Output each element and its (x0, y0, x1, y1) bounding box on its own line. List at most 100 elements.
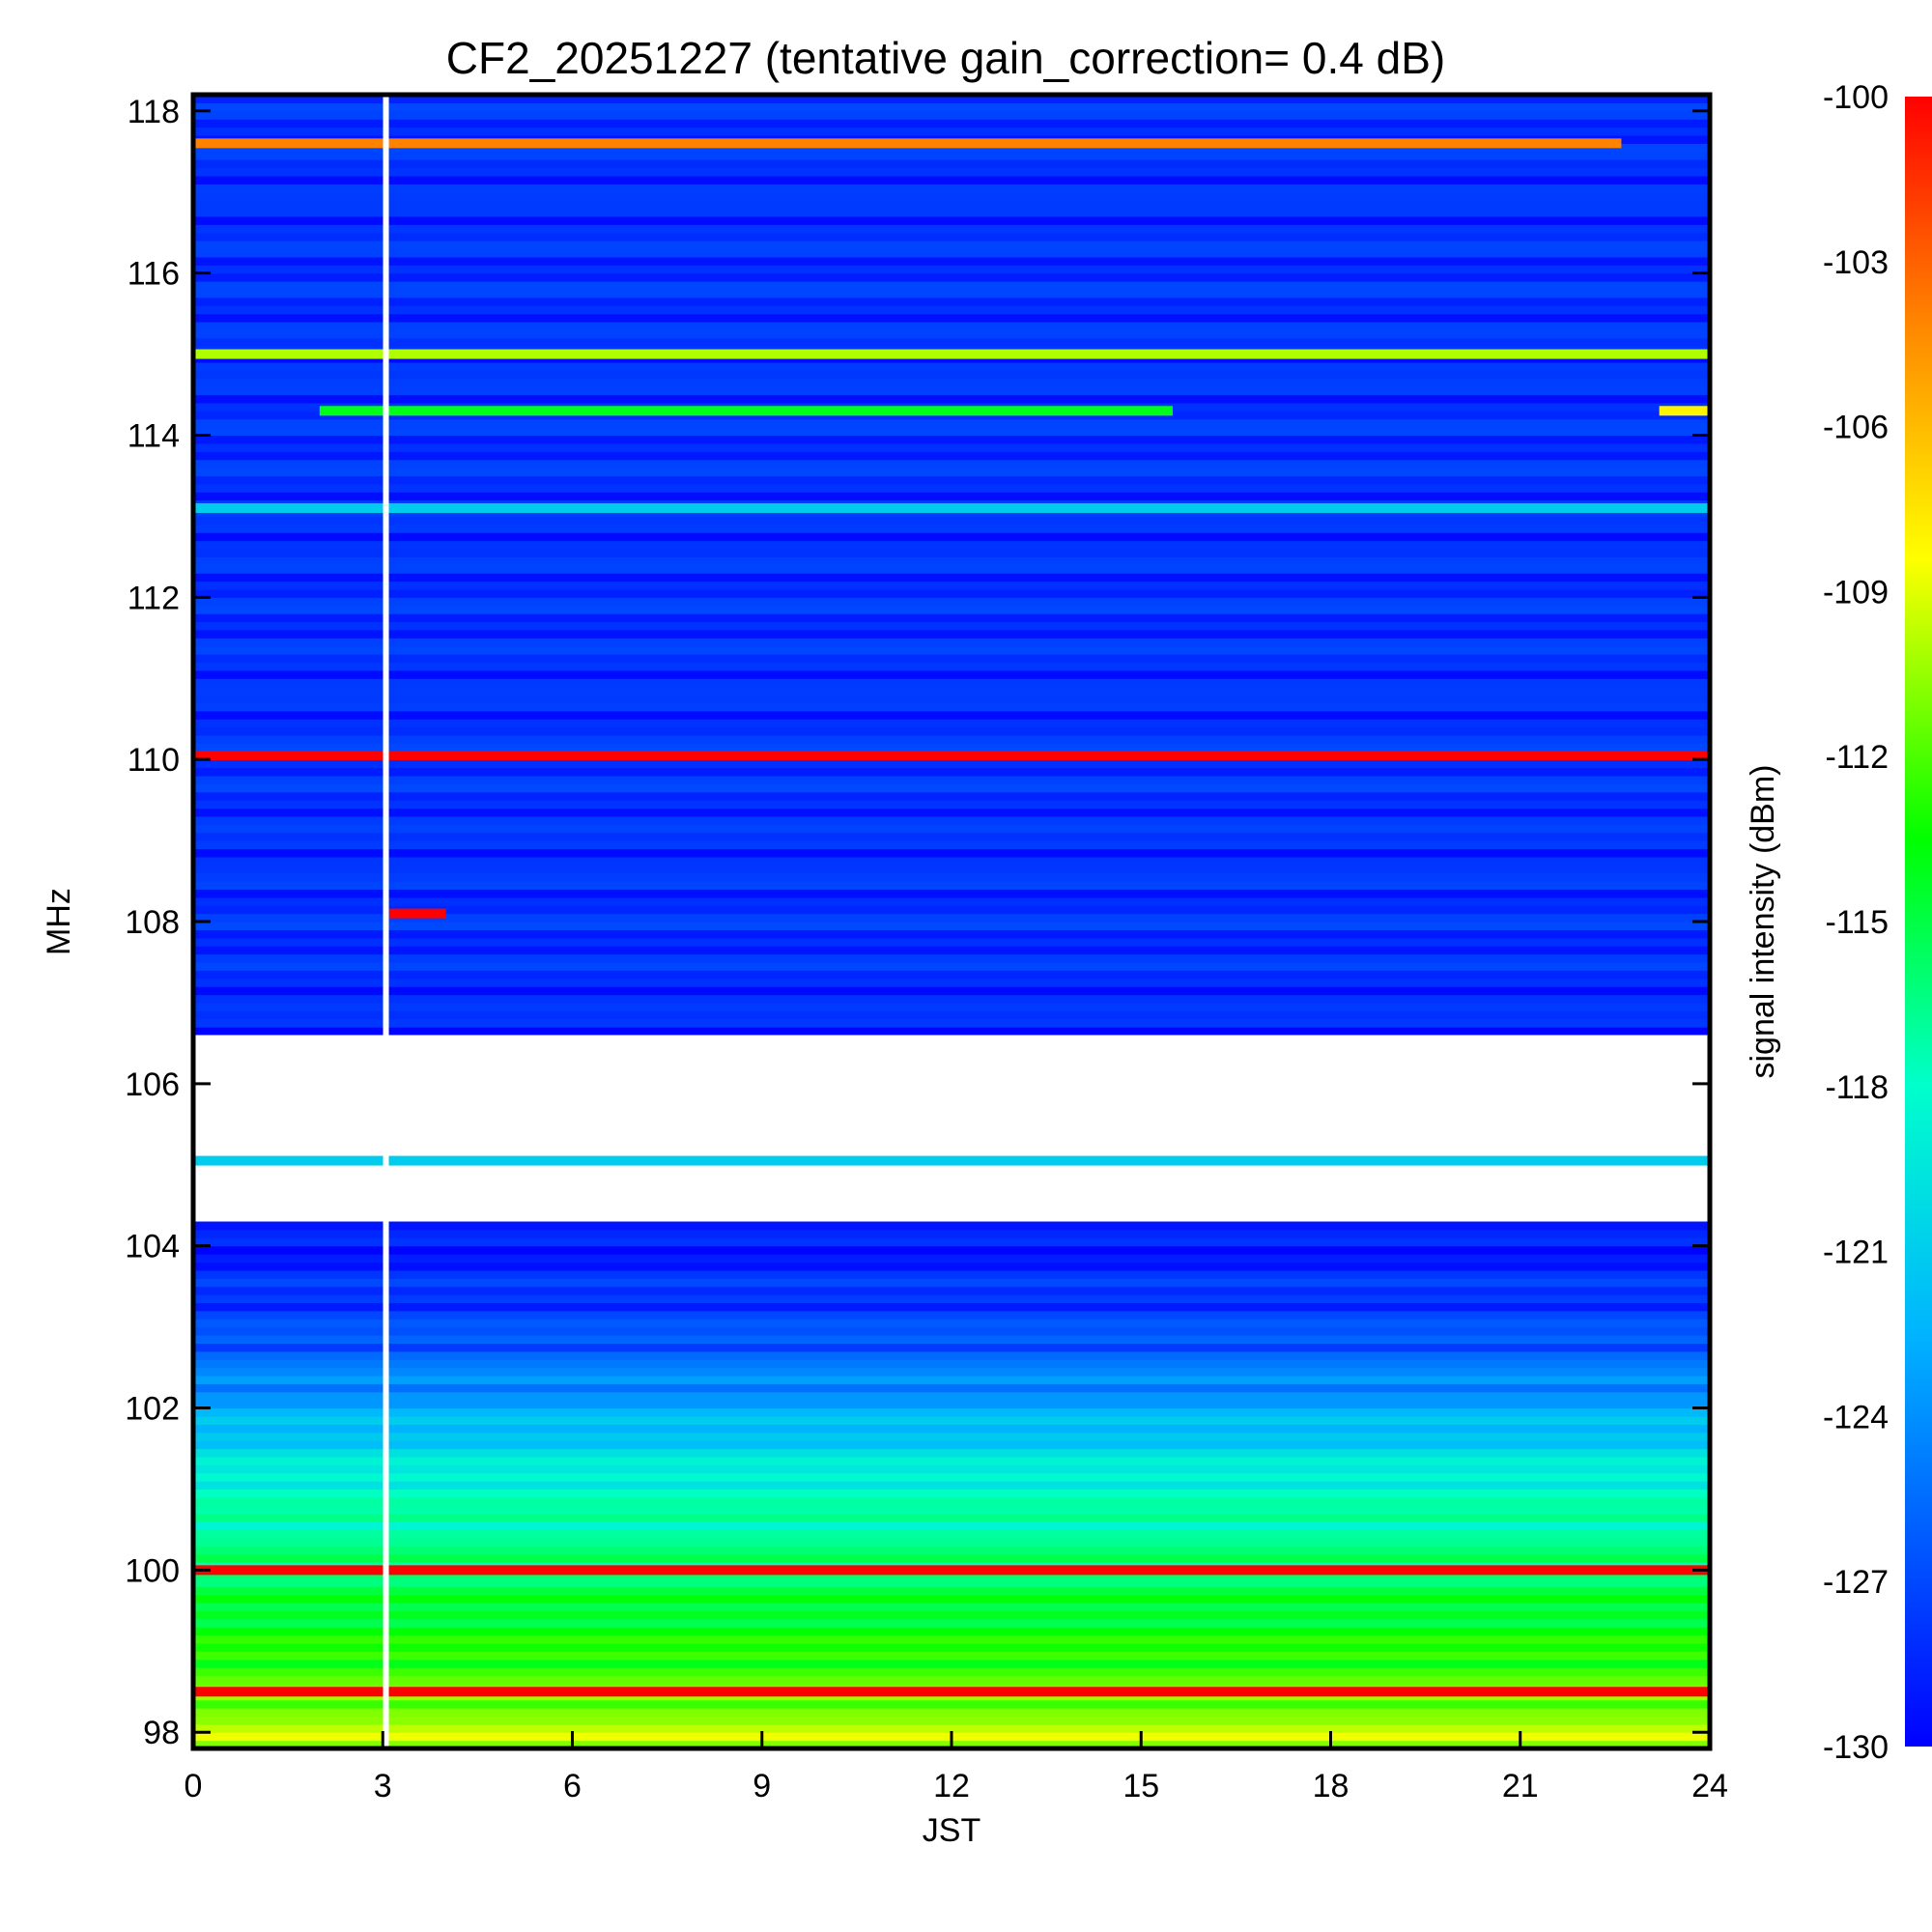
heatmap-row (193, 1505, 1710, 1515)
heatmap-row (193, 865, 1710, 874)
heatmap-row (193, 1513, 1710, 1522)
y-tick-label: 118 (128, 94, 180, 130)
y-tick-label: 108 (125, 904, 180, 941)
heatmap-row (193, 248, 1710, 258)
heatmap-row (193, 848, 1710, 858)
heatmap-row (193, 872, 1710, 882)
heatmap-row (193, 1699, 1710, 1709)
colorbar-tick-label: -112 (1825, 739, 1889, 776)
signal-line (193, 1155, 1710, 1166)
heatmap-row (193, 1651, 1710, 1661)
heatmap-row (193, 856, 1710, 866)
heatmap-row (193, 337, 1710, 347)
x-tick-label: 0 (185, 1768, 203, 1804)
x-tick-label: 24 (1691, 1768, 1728, 1804)
heatmap-row (193, 896, 1710, 906)
heatmap-row (193, 669, 1710, 679)
heatmap-row (193, 605, 1710, 614)
heatmap-row (193, 232, 1710, 242)
colorbar-tick-label: -115 (1825, 904, 1889, 941)
heatmap-row (193, 1537, 1710, 1547)
heatmap-row (193, 767, 1710, 777)
heatmap-row (193, 613, 1710, 623)
heatmap-row (193, 313, 1710, 323)
y-tick-label: 112 (128, 580, 180, 616)
colorbar-tick-label: -130 (1823, 1729, 1889, 1766)
signal-line (193, 1565, 1710, 1576)
heatmap-row (193, 1278, 1710, 1288)
heatmap-row (193, 281, 1710, 291)
heatmap-row (193, 483, 1710, 493)
heatmap-row (193, 1335, 1710, 1344)
heatmap-row (193, 329, 1710, 339)
heatmap-row (193, 808, 1710, 817)
heatmap-row (193, 297, 1710, 306)
heatmap-row (193, 1594, 1710, 1604)
heatmap-row (193, 662, 1710, 671)
heatmap-row (193, 1610, 1710, 1620)
heatmap-row (193, 1529, 1710, 1539)
heatmap-row (193, 1269, 1710, 1279)
heatmap-row (193, 1415, 1710, 1425)
heatmap-row (193, 905, 1710, 915)
heatmap-row (193, 1472, 1710, 1482)
heatmap-row (193, 1262, 1710, 1271)
heatmap-row (193, 695, 1710, 704)
heatmap-row (193, 791, 1710, 801)
heatmap-row (193, 1319, 1710, 1328)
heatmap-row (193, 702, 1710, 712)
heatmap-row (193, 840, 1710, 850)
heatmap-row (193, 1310, 1710, 1320)
heatmap-row (193, 548, 1710, 557)
heatmap-row (193, 1659, 1710, 1668)
heatmap-row (193, 289, 1710, 298)
heatmap-row (193, 564, 1710, 574)
heatmap-row (193, 1464, 1710, 1474)
x-axis: 0 3 6 9 12 15 18 21 24 (185, 1731, 1728, 1804)
heatmap-row (193, 1675, 1710, 1685)
heatmap-row (193, 1221, 1710, 1231)
heatmap-row (193, 1432, 1710, 1441)
heatmap-row (193, 1481, 1710, 1491)
y-tick-label: 100 (125, 1552, 180, 1589)
heatmap-row (193, 1018, 1710, 1028)
heatmap-row (193, 241, 1710, 250)
heatmap-row (193, 1002, 1710, 1011)
heatmap-row (193, 556, 1710, 566)
heatmap-row (193, 386, 1710, 396)
heatmap-row (193, 588, 1710, 598)
colorbar-tick-label: -106 (1823, 410, 1889, 446)
heatmap-row (193, 110, 1710, 120)
heatmap-row (193, 629, 1710, 639)
heatmap-row (193, 881, 1710, 891)
heatmap-row (193, 1577, 1710, 1587)
heatmap-row (193, 1254, 1710, 1264)
heatmap-row (193, 1407, 1710, 1417)
heatmap-row (193, 1708, 1710, 1718)
heatmap-row (193, 208, 1710, 217)
heatmap-row (193, 524, 1710, 533)
heatmap-row (193, 1716, 1710, 1725)
heatmap-row (193, 167, 1710, 177)
heatmap-row (193, 573, 1710, 582)
heatmap-row (193, 1375, 1710, 1384)
heatmap-row (193, 1343, 1710, 1352)
heatmap-row (193, 1286, 1710, 1295)
heatmap-row (193, 961, 1710, 971)
heatmap-row (193, 191, 1710, 201)
heatmap-row (193, 159, 1710, 169)
heatmap-row (193, 1456, 1710, 1465)
heatmap-row (193, 970, 1710, 980)
heatmap-row (193, 1618, 1710, 1628)
y-axis: 98 100 102 104 106 108 110 112 114 116 118 (125, 94, 1710, 1751)
y-tick-label: 104 (125, 1229, 180, 1265)
signal-lines (193, 95, 1710, 1748)
colorbar-tick-label: -109 (1823, 574, 1889, 611)
heatmap-row (193, 638, 1710, 647)
heatmap-row (193, 1245, 1710, 1255)
y-tick-label: 98 (143, 1715, 180, 1751)
heatmap-row (193, 1350, 1710, 1360)
heatmap-row (193, 719, 1710, 728)
colorbar-tick-label: -124 (1823, 1399, 1889, 1435)
